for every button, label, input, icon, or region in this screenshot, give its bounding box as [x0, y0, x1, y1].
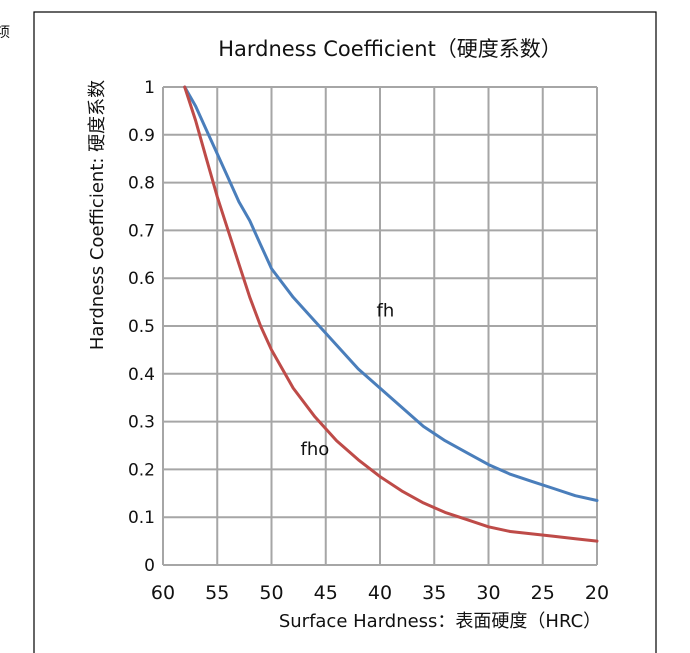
chart-title: Hardness Coefficient（硬度系数）: [218, 37, 562, 61]
grid: [162, 86, 598, 566]
x-tick-label: 50: [259, 582, 283, 604]
series-line-fho: [183, 85, 599, 543]
y-tick-label: 0: [144, 556, 155, 576]
x-tick-label: 20: [585, 582, 609, 604]
series-label-fh: fh: [377, 300, 395, 321]
x-axis-label: Surface Hardness：表面硬度（HRC）: [279, 611, 601, 632]
series-lines: [183, 85, 599, 543]
y-tick-label: 0.1: [128, 508, 155, 528]
y-tick-label: 0.8: [128, 174, 155, 194]
x-tick-label: 25: [531, 582, 555, 604]
series-label-fho: fho: [301, 439, 330, 460]
x-tick-label: 60: [151, 582, 175, 604]
x-tick-label: 30: [476, 582, 500, 604]
y-tick-label: 0.9: [128, 126, 155, 146]
y-tick-label: 0.3: [128, 413, 155, 433]
y-axis-label: Hardness Coefficient: 硬度系数: [87, 80, 108, 350]
axes: 60 55 50 45 40 35 30 25 20 0 0.1 0.2 0.3 0.4 0.5 0.6 0.7…: [128, 78, 609, 604]
series-line-fh: [183, 85, 599, 502]
x-tick-label: 45: [314, 582, 338, 604]
y-tick-label: 0.6: [128, 269, 155, 289]
x-tick-label: 35: [422, 582, 446, 604]
edge-text: 项: [0, 25, 10, 41]
x-tick-label: 55: [205, 582, 229, 604]
y-tick-label: 0.5: [128, 317, 155, 337]
y-tick-label: 0.4: [128, 365, 155, 385]
annotations: fh fho: [301, 300, 395, 460]
x-tick-label: 40: [368, 582, 392, 604]
y-tick-label: 1: [144, 78, 155, 98]
y-tick-label: 0.2: [128, 460, 155, 480]
chart-frame: [33, 11, 657, 653]
y-tick-label: 0.7: [128, 221, 155, 241]
